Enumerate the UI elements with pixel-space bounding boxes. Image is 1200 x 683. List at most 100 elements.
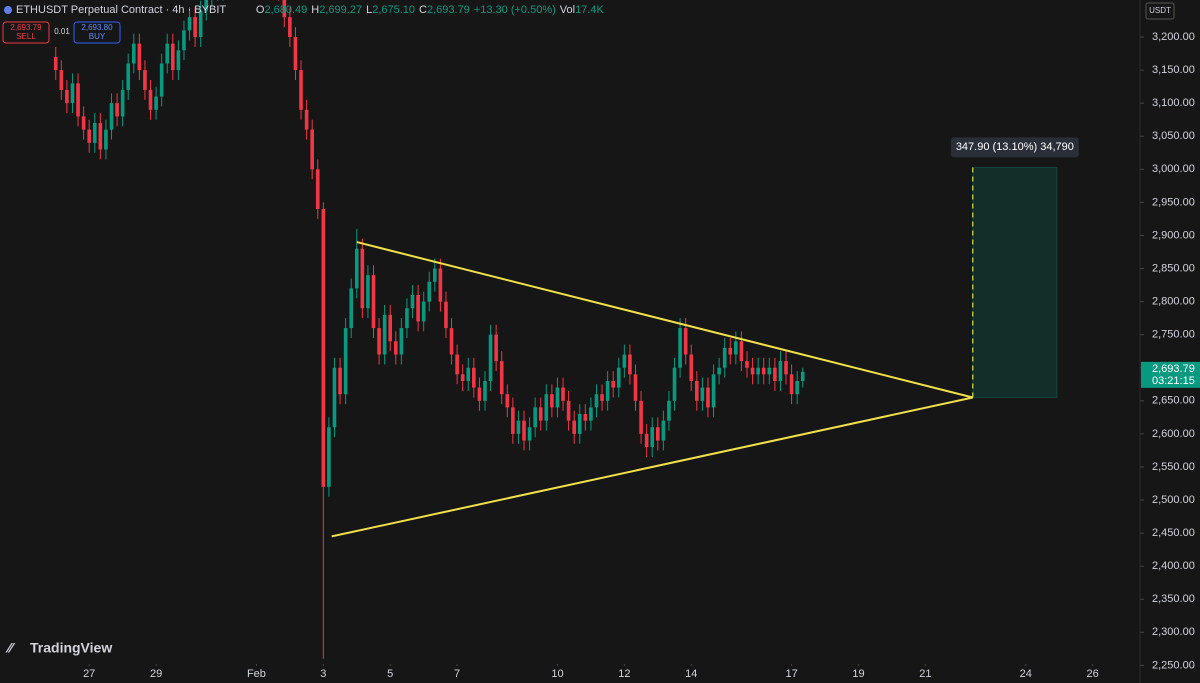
candle-body [427,281,432,302]
candle-body [739,341,744,362]
candle-body [360,248,365,309]
candle-body [460,374,465,381]
y-tick-label: 2,950.00 [1152,196,1195,208]
candle-body [700,387,705,401]
candle-body [734,341,738,355]
x-tick-label: 24 [1020,668,1032,680]
candle-body [795,380,799,395]
candle-body [639,400,643,434]
candle-body [198,10,203,38]
candle-body [494,334,498,362]
candle-body [393,341,398,355]
buy-button[interactable] [73,21,121,44]
y-tick-label: 2,500.00 [1152,494,1195,506]
candle-body [655,427,660,441]
candle-body [53,56,58,71]
candle-body [293,37,298,71]
candle-body [544,394,549,421]
target-box [972,166,1058,398]
x-tick-label: 19 [852,668,864,680]
countdown: 03:21:15 [1152,375,1195,387]
candle-body [505,394,510,408]
candle-body [65,89,69,104]
candle-body [421,301,426,322]
candle-body [778,361,783,381]
candle-body [616,367,621,388]
legend-key: H [311,4,319,16]
x-tick-label: 10 [551,668,563,680]
candle-body [204,0,209,11]
candle-body [695,380,699,401]
candle-body [98,123,103,150]
candle-body [477,387,482,401]
candle-body [366,275,370,309]
candle-body [416,294,420,322]
y-tick-label: 2,850.00 [1152,262,1195,274]
candle-body [433,268,437,282]
x-tick-label: 12 [618,668,630,680]
y-tick-label: 3,050.00 [1152,130,1195,142]
x-tick-label: 26 [1086,668,1098,680]
candle-body [455,354,459,375]
currency-box[interactable] [1145,2,1175,20]
candle-body [633,374,638,401]
symbol: ETHUSDT Perpetual Contract · 4h · BYBIT [16,4,226,16]
x-tick-label: 14 [685,668,697,680]
candle-body [767,367,772,375]
x-tick-label: 7 [454,668,460,680]
y-tick-label: 3,200.00 [1152,31,1195,43]
candle-body [472,367,476,388]
sell-button[interactable] [2,21,50,44]
candle-body [332,367,337,428]
buy-price[interactable]: 2,693.80 [81,23,113,32]
candle-body [466,367,471,381]
candle-body [154,96,158,110]
candle-body [159,63,164,97]
candle-body [717,367,721,375]
candle-body [706,387,710,408]
candle-body [566,400,571,421]
y-tick-label: 2,650.00 [1152,395,1195,407]
trendline [331,396,973,538]
sell-label[interactable]: SELL [16,32,36,41]
candle-body [449,328,454,355]
candle-body [589,407,593,421]
y-tick-label: 2,250.00 [1152,659,1195,671]
candle-body [750,367,755,375]
candle-body [784,361,788,375]
candle-body [321,209,326,487]
currency[interactable]: USDT [1149,6,1171,15]
candle-body [550,394,554,408]
candle-body [444,301,448,329]
quantity[interactable]: 0.01 [54,27,70,36]
buy-label[interactable]: BUY [89,32,106,41]
candle-body [644,433,649,448]
candle-body [722,347,727,368]
y-tick-label: 2,450.00 [1152,527,1195,539]
candle-body [182,30,186,51]
candle-body [483,380,487,401]
candle-body [410,294,415,309]
candle-body [377,328,381,355]
legend-value: 2,699.27 [319,4,362,16]
candle-body [354,248,359,289]
plot [53,0,1058,659]
candle-body [711,374,716,408]
sell-price[interactable]: 2,693.79 [10,23,42,32]
candle-body [304,109,309,130]
x-tick-label: 17 [785,668,797,680]
candle-body [745,361,749,368]
legend-key: L [366,4,372,16]
candle-body [104,129,108,150]
candle-body [756,367,760,375]
candle-body [789,374,794,395]
volume: 17.4K [575,4,604,16]
candle-body [115,103,119,117]
logo: TradingView [30,640,112,656]
candle-body [76,83,80,117]
candle-body [343,328,348,395]
y-tick-label: 3,150.00 [1152,64,1195,76]
candle-body [672,367,677,401]
candle-body [81,116,86,130]
x-tick-label: 3 [320,668,326,680]
